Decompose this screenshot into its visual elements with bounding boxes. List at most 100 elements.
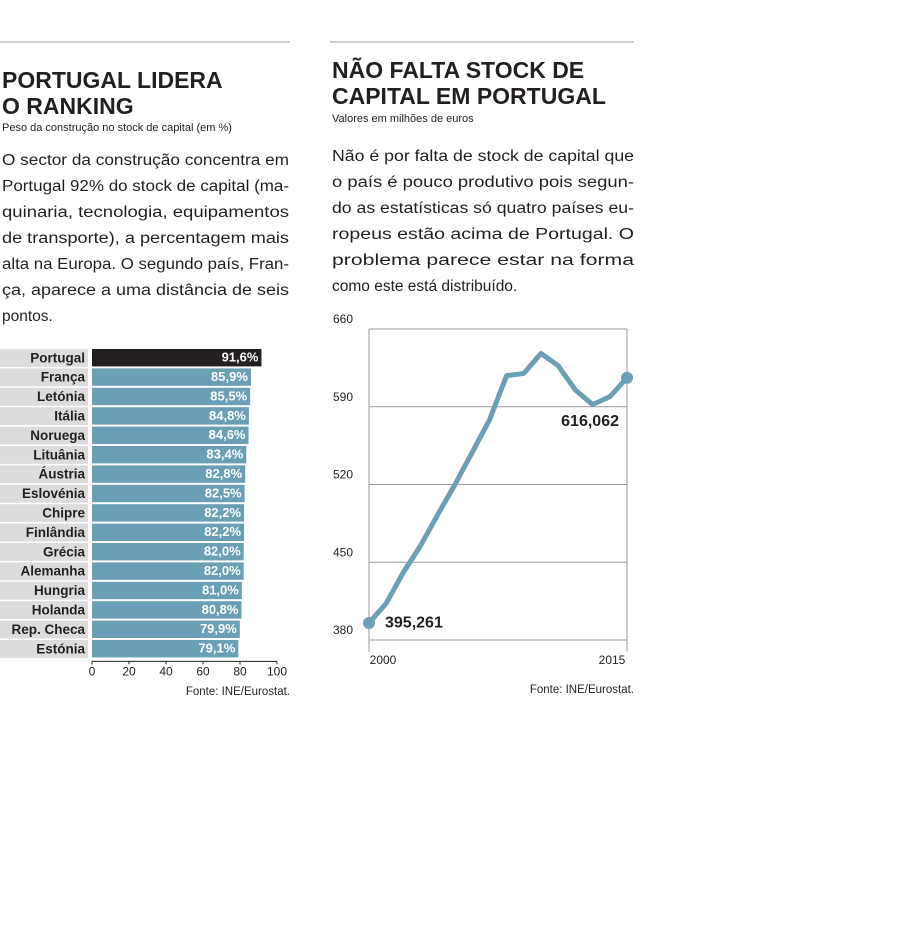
subtitle: Peso da construção no stock de capital (… (2, 122, 232, 134)
x-tick-label: 20 (122, 665, 136, 679)
paragraph-line: Portugal 92% do stock de capital (ma- (2, 178, 289, 195)
value-label: 80,8% (202, 602, 239, 617)
category-label: Eslovénia (22, 486, 86, 501)
value-label: 85,5% (210, 388, 247, 403)
row-band (0, 581, 88, 600)
paragraph-line: ropeus estão acima de Portugal. O (332, 226, 634, 243)
value-label: 82,8% (205, 466, 242, 481)
bar (92, 601, 242, 619)
row-band (0, 543, 88, 561)
end-point (363, 617, 375, 630)
row-band (0, 349, 88, 367)
value-label: 616,062 (561, 413, 619, 430)
paragraph-line: pontos. (2, 308, 53, 325)
value-label: 82,0% (204, 544, 241, 559)
paragraph-line: problema parece estar na forma (332, 252, 635, 269)
category-label: Noruega (30, 428, 85, 443)
value-label: 79,9% (200, 621, 237, 636)
category-label: Hungria (34, 583, 85, 598)
bar (92, 426, 249, 444)
category-label: Lituânia (33, 447, 85, 462)
x-tick-label: 2015 (599, 653, 626, 667)
y-tick-label: 660 (333, 312, 353, 326)
bar (92, 523, 245, 541)
x-tick-label: 100 (267, 665, 287, 679)
paragraph-line: ça, aparece a uma distância de seis (2, 282, 289, 299)
row-band (0, 620, 88, 639)
value-label: 82,5% (205, 485, 242, 500)
bar (92, 581, 242, 600)
paragraph-line: o país é pouco produtivo pois segun- (332, 174, 634, 191)
y-tick-label: 520 (333, 468, 353, 482)
category-label: Grécia (43, 544, 86, 559)
bar (92, 562, 244, 580)
bar (92, 387, 251, 406)
title: O RANKING (2, 93, 134, 119)
paragraph-line: como este está distribuído. (332, 278, 517, 295)
paragraph-line: do as estatísticas só quatro países eu- (332, 200, 634, 217)
value-label: 85,9% (211, 369, 248, 384)
paragraph-line: O sector da construção concentra em (2, 152, 289, 169)
bar (92, 640, 239, 658)
category-label: Finlândia (26, 525, 86, 540)
paragraph-line: alta na Europa. O segundo país, Fran- (2, 256, 289, 273)
row-band (0, 640, 88, 658)
row-band (0, 465, 88, 484)
category-label: Portugal (30, 350, 85, 365)
value-label: 82,2% (204, 505, 241, 520)
x-tick-label: 60 (196, 665, 210, 679)
category-label: Holanda (32, 602, 86, 617)
bar (92, 504, 245, 522)
row-band (0, 446, 88, 464)
bar (92, 407, 249, 425)
subtitle: Valores em milhões de euros (332, 113, 474, 125)
x-tick-label: 0 (89, 665, 96, 679)
value-label: 395,261 (385, 614, 443, 631)
title: CAPITAL EM PORTUGAL (332, 83, 606, 109)
category-label: Rep. Checa (11, 622, 85, 637)
value-label: 81,0% (202, 582, 239, 597)
category-label: Estónia (36, 641, 85, 656)
category-label: Chipre (42, 505, 85, 520)
line (367, 350, 629, 625)
y-tick-label: 450 (333, 545, 353, 559)
category-label: França (41, 370, 86, 385)
bar (92, 349, 262, 367)
source: Fonte: INE/Eurostat. (186, 686, 290, 698)
value-label: 91,6% (222, 350, 259, 365)
category-label: Itália (54, 408, 85, 423)
bar (92, 543, 244, 561)
end-point (621, 371, 633, 384)
row-band (0, 368, 88, 387)
category-label: Áustria (38, 467, 85, 482)
value-label: 83,4% (206, 447, 243, 462)
value-label: 84,6% (209, 427, 246, 442)
paragraph-line: Não é por falta de stock de capital que (332, 148, 634, 165)
row-band (0, 407, 88, 426)
paragraph-line: quinaria, tecnologia, equipamentos (2, 204, 289, 221)
value-label: 82,0% (204, 563, 241, 578)
x-tick-label: 2000 (370, 653, 397, 667)
title: NÃO FALTA STOCK DE (332, 56, 584, 83)
row-band (0, 426, 88, 445)
value-label: 84,8% (209, 408, 246, 423)
bar (92, 465, 246, 483)
title: PORTUGAL LIDERA (2, 67, 223, 93)
bar (92, 620, 240, 638)
x-tick-label: 80 (233, 665, 247, 679)
value-label: 82,2% (204, 524, 241, 539)
value-label: 79,1% (198, 641, 235, 656)
x-tick-label: 40 (159, 665, 173, 679)
row-band (0, 387, 88, 406)
row-band (0, 523, 88, 542)
bar (92, 446, 247, 464)
source: Fonte: INE/Eurostat. (530, 684, 634, 696)
y-tick-label: 590 (333, 390, 353, 404)
row-band (0, 601, 88, 620)
row-band (0, 504, 88, 523)
row-band (0, 484, 88, 503)
category-label: Letónia (37, 389, 85, 404)
bar (92, 368, 251, 386)
bar (92, 484, 245, 503)
